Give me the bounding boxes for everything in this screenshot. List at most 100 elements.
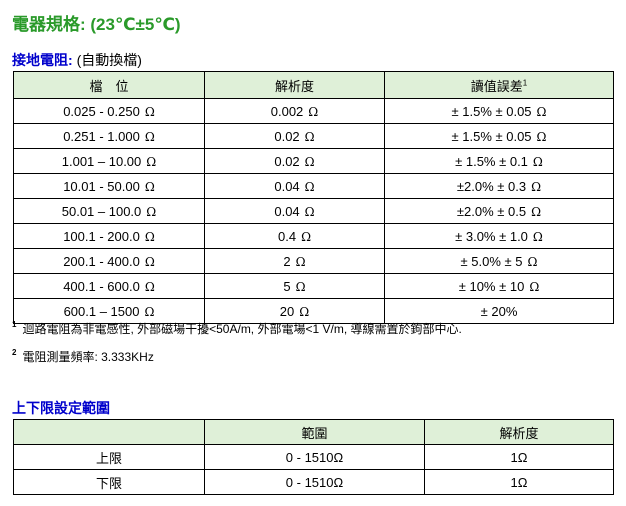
section-title: 接地電阻: xyxy=(12,52,73,68)
range-cell: 0.251 - 1.000 Ω xyxy=(13,123,205,149)
unit-label: Ω xyxy=(304,154,315,169)
table-row: 0.025 - 0.250 Ω 0.002 Ω ± 1.5% ± 0.05 Ω xyxy=(13,98,614,124)
header-range: 檔 位 xyxy=(13,71,205,99)
table-row: 0.251 - 1.000 Ω 0.02 Ω ± 1.5% ± 0.05 Ω xyxy=(13,123,614,149)
unit-label: Ω xyxy=(308,104,319,119)
resolution-cell: 1Ω xyxy=(424,444,614,470)
resolution-cell: 0.02 Ω xyxy=(204,123,385,149)
unit-label: Ω xyxy=(299,304,310,319)
table-row: 100.1 - 200.0 Ω 0.4 Ω ± 3.0% ± 1.0 Ω xyxy=(13,223,614,249)
limit-label-cell: 上限 xyxy=(13,444,205,470)
unit-label: Ω xyxy=(531,204,542,219)
cell-value: ± 5.0% ± 5 xyxy=(460,253,523,269)
footnote-mark: 2 xyxy=(12,348,17,357)
section-mode: (自動換檔) xyxy=(76,52,142,68)
cell-value: 0.02 xyxy=(274,128,300,144)
unit-label: Ω xyxy=(144,104,155,119)
table-row: 50.01 – 100.0 Ω 0.04 Ω ±2.0% ± 0.5 Ω xyxy=(13,198,614,224)
unit-label: Ω xyxy=(532,154,543,169)
cell-value: ± 1.5% ± 0.05 xyxy=(451,128,532,144)
unit-label: Ω xyxy=(536,129,547,144)
cell-value: 0.025 - 0.250 xyxy=(63,103,140,119)
section-ground-resistance: 接地電阻: (自動換檔) xyxy=(12,50,142,70)
cell-value: 0.251 - 1.000 xyxy=(63,128,140,144)
footnote-1: 1 迴路電阻為非電感性, 外部磁場干擾<50A/m, 外部電場<1 V/m, 導線… xyxy=(12,320,462,337)
range-cell: 10.01 - 50.00 Ω xyxy=(13,173,205,199)
unit-label: Ω xyxy=(144,279,155,294)
range-cell: 600.1 – 1500 Ω xyxy=(13,298,205,324)
footnote-2: 2 電阻測量頻率: 3.333KHz xyxy=(12,348,154,365)
table-row: 上限 0 - 1510Ω 1Ω xyxy=(13,444,614,470)
table-row: 1.001 – 10.00 Ω 0.02 Ω ± 1.5% ± 0.1 Ω xyxy=(13,148,614,174)
resolution-cell: 0.04 Ω xyxy=(204,198,385,224)
unit-label: Ω xyxy=(529,279,540,294)
unit-label: Ω xyxy=(144,304,155,319)
limits-title: 上下限設定範圍 xyxy=(12,400,110,416)
spec-header-row: 檔 位 解析度 讀值誤差1 xyxy=(13,71,614,99)
unit-label: Ω xyxy=(301,229,312,244)
accuracy-cell: ± 1.5% ± 0.05 Ω xyxy=(384,123,614,149)
cell-value: ± 10% ± 10 xyxy=(458,278,525,294)
resolution-cell: 0.02 Ω xyxy=(204,148,385,174)
range-cell: 400.1 - 600.0 Ω xyxy=(13,273,205,299)
cell-value: ± 1.5% ± 0.05 xyxy=(451,103,532,119)
range-cell: 200.1 - 400.0 Ω xyxy=(13,248,205,274)
accuracy-cell: ±2.0% ± 0.5 Ω xyxy=(384,198,614,224)
footnote-text: 迴路電阻為非電感性, 外部磁場干擾<50A/m, 外部電場<1 V/m, 導線需… xyxy=(22,322,462,336)
unit-label: Ω xyxy=(144,229,155,244)
unit-label: Ω xyxy=(531,179,542,194)
range-cell: 0 - 1510Ω xyxy=(204,469,425,495)
range-cell: 50.01 – 100.0 Ω xyxy=(13,198,205,224)
range-cell: 100.1 - 200.0 Ω xyxy=(13,223,205,249)
cell-value: 0.04 xyxy=(274,178,300,194)
cell-value: 50.01 – 100.0 xyxy=(61,203,142,219)
table-row: 400.1 - 600.0 Ω 5 Ω ± 10% ± 10 Ω xyxy=(13,273,614,299)
resolution-cell: 0.04 Ω xyxy=(204,173,385,199)
cell-value: 1.001 – 10.00 xyxy=(61,153,142,169)
limit-label-cell: 下限 xyxy=(13,469,205,495)
range-cell: 0 - 1510Ω xyxy=(204,444,425,470)
resolution-cell: 1Ω xyxy=(424,469,614,495)
accuracy-cell: ± 20% xyxy=(384,298,614,324)
resolution-cell: 0.002 Ω xyxy=(204,98,385,124)
cell-value: 0.02 xyxy=(274,153,300,169)
page-title: 電器規格: (23℃±5℃) xyxy=(12,15,181,34)
unit-label: Ω xyxy=(144,129,155,144)
footnote-mark: 1 xyxy=(12,320,17,329)
cell-value: 0.002 xyxy=(270,103,304,119)
cell-value: 100.1 - 200.0 xyxy=(63,228,140,244)
header-resolution: 解析度 xyxy=(204,71,385,99)
accuracy-cell: ± 5.0% ± 5 Ω xyxy=(384,248,614,274)
cell-value: 5 xyxy=(283,278,291,294)
cell-value: 10.01 - 50.00 xyxy=(63,178,140,194)
unit-label: Ω xyxy=(304,179,315,194)
unit-label: Ω xyxy=(144,254,155,269)
limits-header-row: 範圍 解析度 xyxy=(13,419,614,445)
unit-label: Ω xyxy=(527,254,538,269)
cell-value: 2 xyxy=(283,253,291,269)
footnote-mark: 1 xyxy=(522,78,528,88)
accuracy-cell: ± 1.5% ± 0.1 Ω xyxy=(384,148,614,174)
range-cell: 0.025 - 0.250 Ω xyxy=(13,98,205,124)
cell-value: 0.04 xyxy=(274,203,300,219)
spec-table: 檔 位 解析度 讀值誤差1 0.025 - 0.250 Ω 0.002 Ω ± 1.5%… xyxy=(13,71,614,324)
accuracy-cell: ±2.0% ± 0.3 Ω xyxy=(384,173,614,199)
unit-label: Ω xyxy=(304,204,315,219)
table-row: 200.1 - 400.0 Ω 2 Ω ± 5.0% ± 5 Ω xyxy=(13,248,614,274)
cell-value: ±2.0% ± 0.5 xyxy=(456,203,527,219)
header-range: 範圍 xyxy=(204,419,425,445)
table-row: 下限 0 - 1510Ω 1Ω xyxy=(13,469,614,495)
unit-label: Ω xyxy=(532,229,543,244)
unit-label: Ω xyxy=(144,179,155,194)
accuracy-cell: ± 1.5% ± 0.05 Ω xyxy=(384,98,614,124)
cell-value: 200.1 - 400.0 xyxy=(63,253,140,269)
header-accuracy-label: 讀值誤差 xyxy=(470,78,523,94)
cell-value: ± 20% xyxy=(480,303,518,319)
unit-label: Ω xyxy=(295,279,306,294)
footnote-text: 電阻測量頻率: 3.333KHz xyxy=(22,350,154,364)
cell-value: 20 xyxy=(279,303,295,319)
unit-label: Ω xyxy=(304,129,315,144)
header-resolution: 解析度 xyxy=(424,419,614,445)
